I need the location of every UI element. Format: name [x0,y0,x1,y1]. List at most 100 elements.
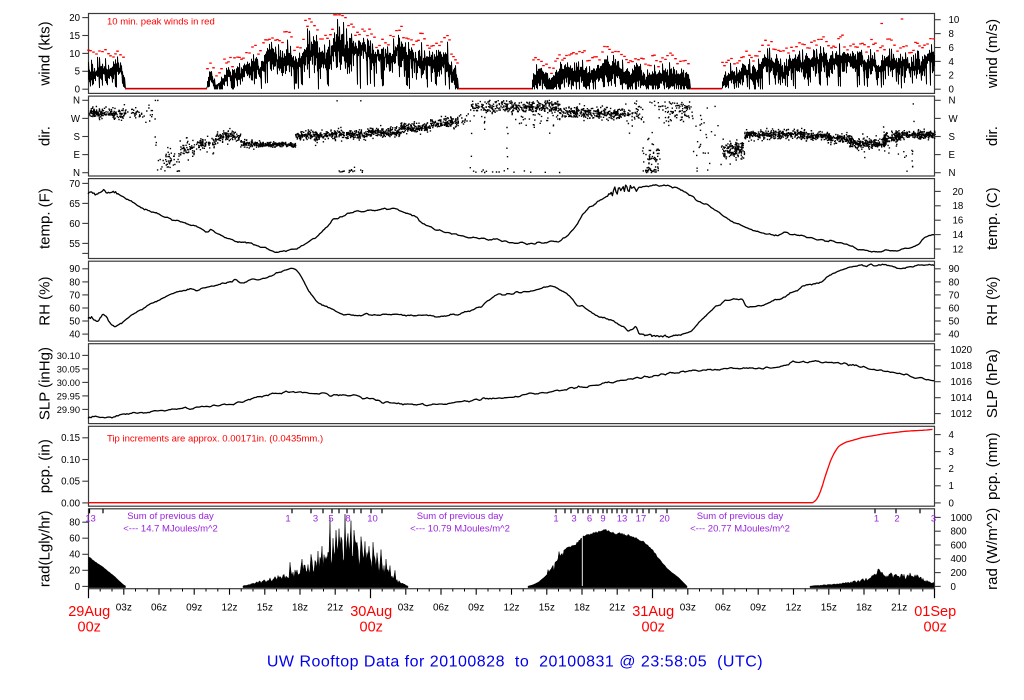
svg-text:3: 3 [571,514,576,525]
svg-text:W: W [71,114,81,125]
svg-text:80: 80 [69,518,80,529]
svg-text:09z: 09z [468,603,484,614]
svg-text:5: 5 [328,514,333,525]
svg-text:0.05: 0.05 [61,477,80,488]
svg-text:20: 20 [953,187,964,198]
svg-text:0: 0 [75,85,81,96]
svg-text:18z: 18z [292,603,308,614]
svg-text:12z: 12z [221,603,237,614]
svg-text:60: 60 [949,303,960,314]
svg-text:06z: 06z [433,603,449,614]
svg-text:0: 0 [949,498,955,509]
svg-text:80: 80 [69,277,80,288]
svg-text:0: 0 [75,582,81,593]
svg-text:18z: 18z [574,603,590,614]
svg-text:06z: 06z [151,603,167,614]
svg-text:E: E [949,150,956,161]
svg-text:30Aug: 30Aug [350,604,392,620]
svg-text:6: 6 [587,514,592,525]
svg-text:N: N [73,96,80,107]
svg-text:70: 70 [69,179,80,190]
svg-text:<--- 14.7 MJoules/m^2: <--- 14.7 MJoules/m^2 [123,524,217,535]
svg-text:50: 50 [949,316,960,327]
svg-text:8: 8 [949,29,954,40]
svg-text:09z: 09z [750,603,766,614]
svg-text:03z: 03z [116,603,132,614]
svg-text:1018: 1018 [951,361,973,372]
svg-text:18: 18 [953,201,964,212]
svg-text:dir.: dir. [37,126,54,146]
svg-text:17: 17 [636,514,647,525]
svg-text:40: 40 [949,330,960,341]
svg-text:16: 16 [953,216,964,227]
svg-text:1000: 1000 [951,513,973,524]
svg-text:1020: 1020 [951,345,973,356]
svg-text:10: 10 [949,15,960,26]
svg-text:N: N [949,168,956,179]
svg-text:18z: 18z [856,603,872,614]
svg-text:40: 40 [69,330,80,341]
svg-text:30.00: 30.00 [57,378,80,388]
svg-text:00z: 00z [78,620,101,636]
svg-text:20: 20 [69,13,80,24]
svg-text:Tip increments are approx. 0.0: Tip increments are approx. 0.00171in. (0… [107,434,323,445]
svg-text:Sum of previous day: Sum of previous day [697,511,784,522]
svg-text:60: 60 [69,303,80,314]
svg-text:200: 200 [951,568,968,579]
svg-text:31Aug: 31Aug [632,604,674,620]
svg-text:01Sep: 01Sep [914,604,956,620]
svg-text:600: 600 [951,540,968,551]
svg-text:rad (W/m^2): rad (W/m^2) [984,508,1001,590]
svg-text:50: 50 [69,316,80,327]
svg-text:21z: 21z [609,603,625,614]
svg-text:1: 1 [874,514,879,525]
svg-text:29Aug: 29Aug [68,604,110,620]
svg-text:rad(Lgly/hr): rad(Lgly/hr) [37,510,54,587]
svg-text:30.10: 30.10 [57,351,80,361]
svg-text:N: N [73,168,80,179]
svg-text:00z: 00z [924,620,947,636]
svg-text:1014: 1014 [951,393,973,404]
svg-text:00z: 00z [360,620,383,636]
svg-text:2: 2 [949,71,954,82]
svg-text:0.15: 0.15 [61,433,80,444]
svg-text:400: 400 [951,554,968,565]
svg-text:65: 65 [69,199,80,210]
svg-text:dir.: dir. [984,126,1001,146]
svg-text:1: 1 [553,514,558,525]
svg-text:21z: 21z [327,603,343,614]
svg-text:55: 55 [69,239,80,250]
svg-text:2: 2 [894,514,899,525]
svg-text:RH (%): RH (%) [984,277,1001,326]
svg-text:wind (kts): wind (kts) [37,21,54,86]
svg-text:12: 12 [953,244,964,255]
svg-text:03z: 03z [680,603,696,614]
svg-text:1012: 1012 [951,409,973,420]
svg-text:UW Rooftop Data for 20100828: UW Rooftop Data for 20100828 to 20100831… [267,654,763,671]
svg-text:0.00: 0.00 [61,498,80,509]
svg-text:90: 90 [949,264,960,275]
svg-text:SLP (hPa): SLP (hPa) [984,349,1001,418]
svg-text:12z: 12z [503,603,519,614]
svg-text:60: 60 [69,219,80,230]
svg-text:03z: 03z [398,603,414,614]
svg-text:1: 1 [949,481,954,492]
svg-text:S: S [949,132,956,143]
svg-text:<--- 10.79 MJoules/m^2: <--- 10.79 MJoules/m^2 [410,524,510,535]
svg-text:N: N [949,96,956,107]
svg-text:temp. (F): temp. (F) [37,188,54,249]
svg-text:29.90: 29.90 [57,405,80,415]
svg-text:13: 13 [617,514,628,525]
svg-text:15: 15 [69,31,80,42]
svg-text:1016: 1016 [951,377,973,388]
svg-text:3: 3 [949,447,954,458]
svg-text:SLP (inHg): SLP (inHg) [37,347,54,420]
svg-text:6: 6 [949,43,954,54]
svg-text:10 min. peak winds in red: 10 min. peak winds in red [107,17,215,28]
svg-text:09z: 09z [186,603,202,614]
svg-text:70: 70 [949,290,960,301]
svg-text:3: 3 [313,514,318,525]
svg-text:Sum of previous day: Sum of previous day [417,511,504,522]
svg-text:10: 10 [367,514,378,525]
svg-text:temp. (C): temp. (C) [984,187,1001,250]
